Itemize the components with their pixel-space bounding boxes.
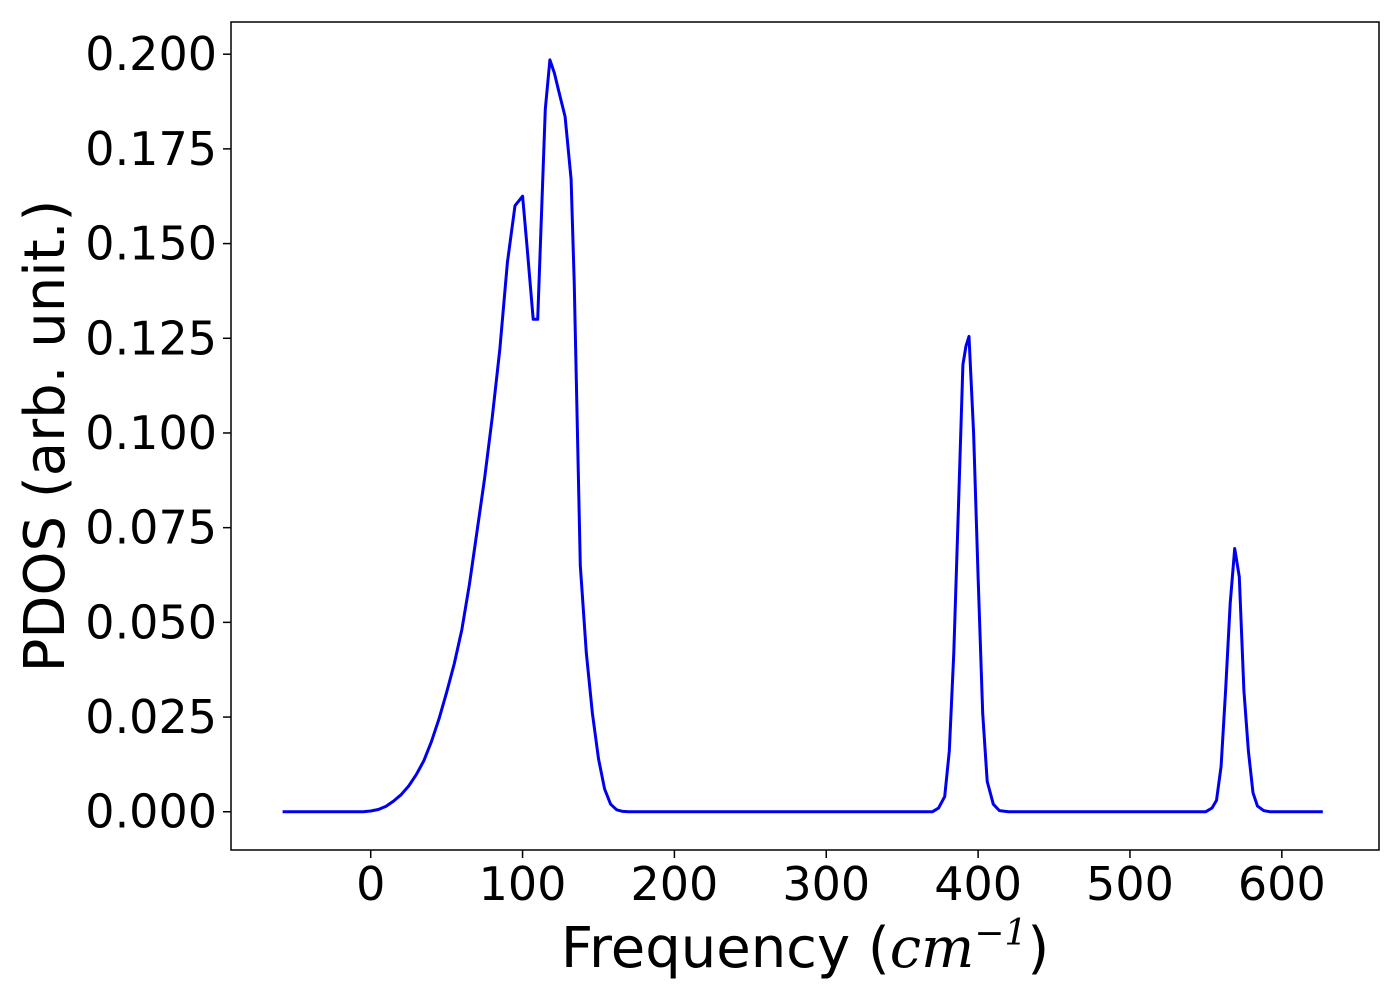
- x-axis-title: Frequency (cm−1): [561, 913, 1049, 981]
- y-tick-label: 0.175: [85, 122, 217, 176]
- y-tick-label: 0.050: [85, 595, 217, 649]
- x-axis-ticks: 0 100 200 300 400 500 600: [356, 850, 1326, 911]
- y-axis-title: PDOS (arb. unit.): [13, 200, 78, 673]
- y-axis-ticks: 0.000 0.025 0.050 0.075 0.100 0.125 0.150 0.175…: [85, 27, 231, 839]
- pdos-series-line: [282, 58, 1323, 814]
- x-tick-label: 300: [782, 857, 870, 911]
- plot-frame: [230, 21, 1380, 851]
- x-tick-label: 200: [631, 857, 719, 911]
- x-tick-label: 100: [479, 857, 567, 911]
- y-tick-label: 0.150: [85, 217, 217, 271]
- x-tick-label: 500: [1086, 857, 1174, 911]
- y-tick-label: 0.200: [85, 27, 217, 81]
- y-tick-label: 0.025: [85, 690, 217, 744]
- x-tick-label: 400: [934, 857, 1022, 911]
- x-tick-label: 0: [356, 857, 385, 911]
- y-tick-label: 0.125: [85, 311, 217, 365]
- y-tick-label: 0.000: [85, 785, 217, 839]
- y-tick-label: 0.100: [85, 406, 217, 460]
- y-tick-label: 0.075: [85, 501, 217, 555]
- x-tick-label: 600: [1238, 857, 1326, 911]
